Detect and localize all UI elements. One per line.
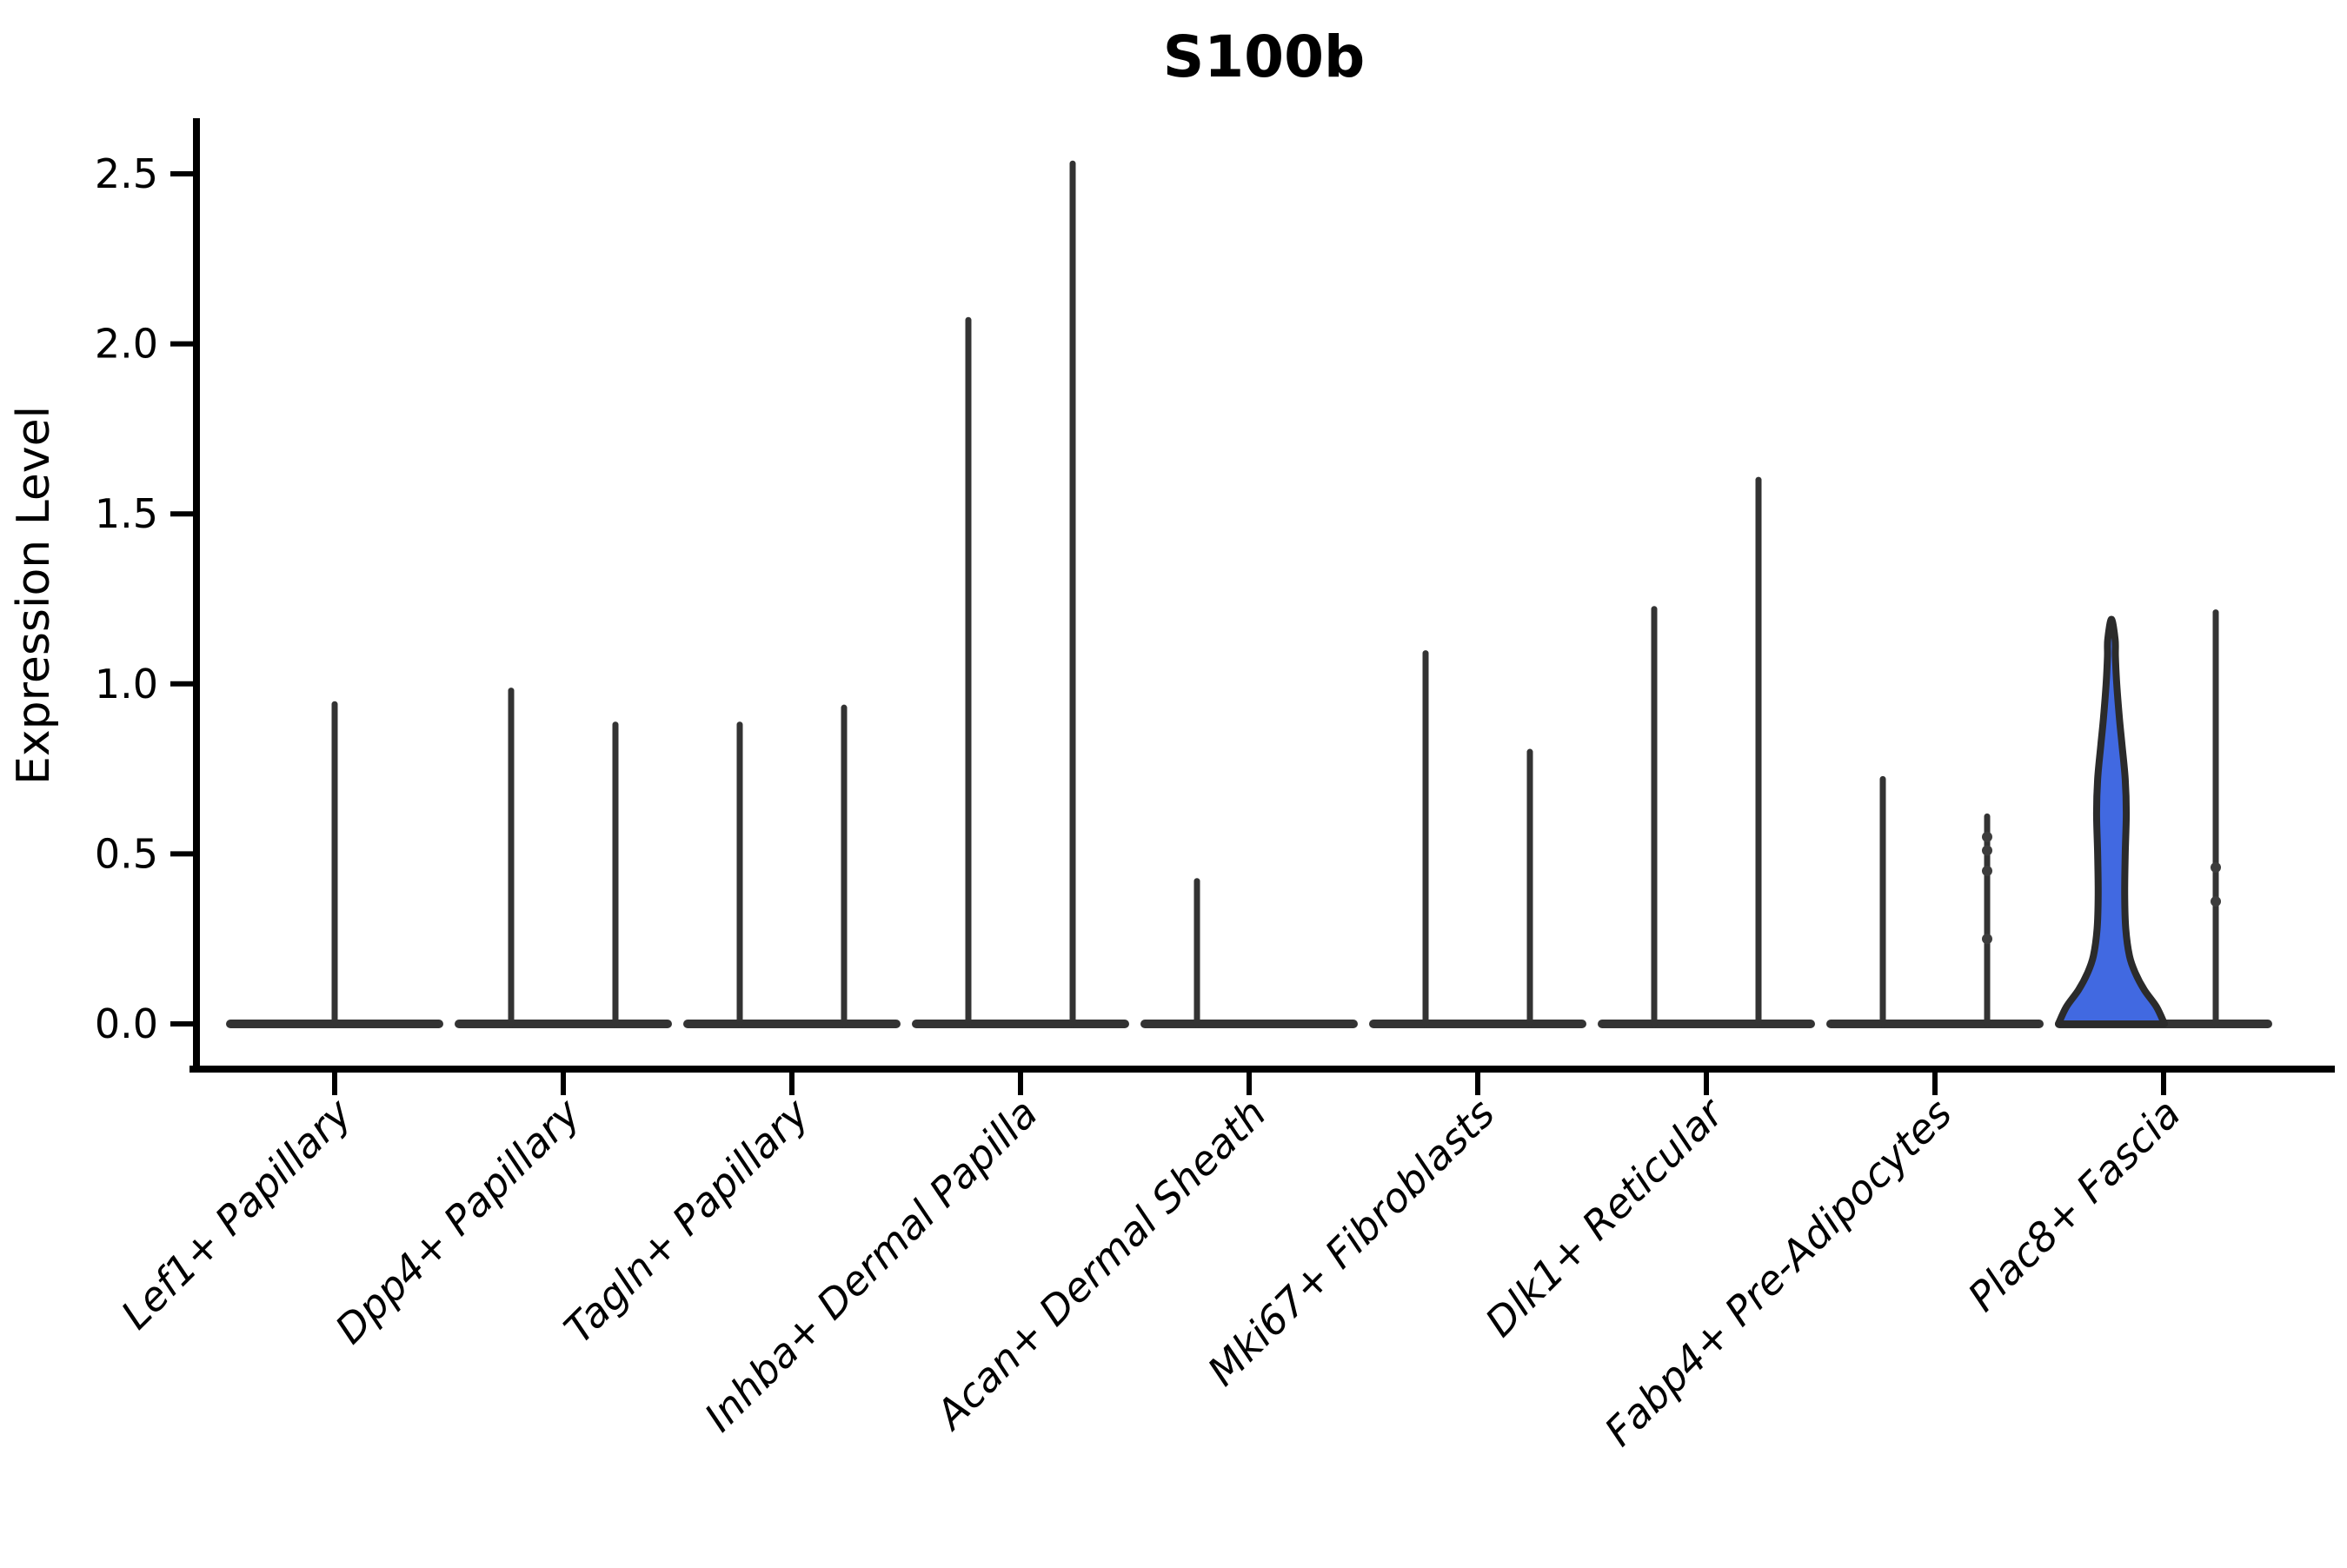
violin-group bbox=[1140, 878, 1358, 1028]
violin-group bbox=[2055, 609, 2272, 1028]
x-tick-label: Dlk1+ Reticular bbox=[1476, 1087, 1734, 1345]
x-tick-label: Lef1+ Papillary bbox=[112, 1089, 361, 1338]
expression-dot bbox=[1982, 933, 1992, 945]
y-axis-ticks: 0.0 0.5 1.0 1.5 2.0 2.5 bbox=[95, 150, 196, 1047]
expression-dot bbox=[1982, 831, 1992, 842]
violins-layer bbox=[226, 160, 2272, 1028]
x-tick-label: Tagln+ Papillary bbox=[555, 1089, 818, 1352]
x-tick-label: Plac8+ Fascia bbox=[1958, 1090, 2189, 1320]
violin-group bbox=[1826, 775, 2044, 1028]
violin-group bbox=[1598, 476, 1815, 1028]
expression-dot bbox=[1982, 865, 1992, 876]
x-tick-label: Dpp4+ Papillary bbox=[326, 1089, 589, 1352]
y-tick-label: 1.0 bbox=[95, 661, 158, 708]
y-tick-label: 2.5 bbox=[95, 150, 158, 197]
violin-density-body bbox=[2055, 615, 2168, 1027]
y-tick-label: 0.0 bbox=[95, 1000, 158, 1047]
y-tick-label: 2.0 bbox=[95, 321, 158, 368]
violin-group bbox=[683, 704, 901, 1028]
expression-dot bbox=[1982, 845, 1992, 856]
y-axis-label: Expression Level bbox=[8, 406, 60, 785]
expression-dot bbox=[2211, 896, 2221, 907]
axes: 0.0 0.5 1.0 1.5 2.0 2.5 Lef1+ PapillaryDpp4+ … bbox=[95, 118, 2335, 1455]
violin-group bbox=[455, 688, 672, 1028]
violin-group bbox=[912, 160, 1129, 1028]
chart-title: S100b bbox=[1163, 23, 1366, 90]
violin-group bbox=[226, 701, 443, 1028]
violin-group bbox=[1369, 650, 1586, 1028]
expression-dot bbox=[2211, 862, 2221, 874]
y-tick-label: 0.5 bbox=[95, 830, 158, 877]
y-tick-label: 1.5 bbox=[95, 490, 158, 537]
